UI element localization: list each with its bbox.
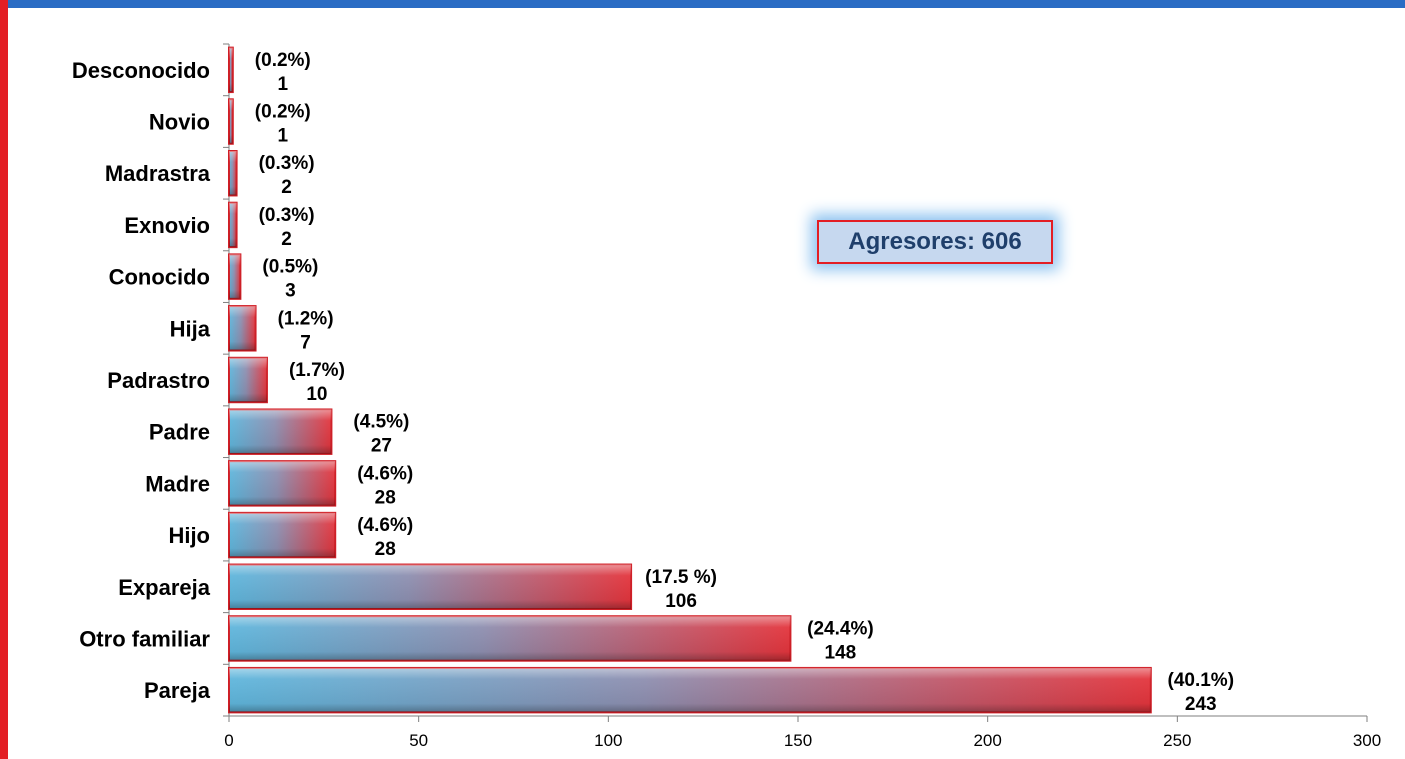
- percent-label: (1.2%): [278, 308, 334, 329]
- bar-bevel: [229, 254, 241, 299]
- bar-bevel: [229, 667, 1151, 713]
- category-label: Hija: [170, 316, 211, 341]
- category-label: Madrastra: [105, 161, 211, 186]
- percent-label: (24.4%): [807, 618, 874, 639]
- bar: [228, 408, 333, 455]
- bar-bevel: [229, 306, 256, 351]
- category-label: Otro familiar: [79, 626, 210, 651]
- value-label: 28: [375, 539, 396, 560]
- value-label: 148: [825, 642, 857, 663]
- category-label: Hijo: [168, 523, 210, 548]
- percent-label: (0.3%): [259, 205, 315, 226]
- bar-bevel: [229, 47, 233, 93]
- bar: [228, 356, 268, 404]
- percent-label: (17.5 %): [645, 567, 717, 588]
- x-tick-label: 200: [973, 731, 1001, 750]
- x-tick-label: 50: [409, 731, 428, 750]
- labels: Desconocido (0.2%) 1 Novio (0.2%) 1 Madrastra (…: [72, 50, 1234, 715]
- value-label: 1: [278, 74, 289, 95]
- category-label: Conocido: [109, 265, 210, 290]
- value-label: 10: [306, 384, 327, 405]
- percent-label: (0.2%): [255, 102, 311, 123]
- bar-bevel: [229, 461, 336, 506]
- bar: [228, 201, 238, 249]
- category-label: Novio: [149, 110, 210, 135]
- value-label: 27: [371, 436, 392, 457]
- bar: [228, 46, 234, 94]
- x-tick-label: 250: [1163, 731, 1191, 750]
- x-tick-label: 0: [224, 731, 233, 750]
- value-label: 1: [278, 126, 289, 147]
- percent-label: (4.6%): [357, 463, 413, 484]
- percent-label: (0.3%): [259, 153, 315, 174]
- bar: [228, 253, 242, 300]
- x-tick-label: 300: [1353, 731, 1381, 750]
- bar-bevel: [229, 202, 237, 248]
- total-aggressors-box: Agresores: 606: [817, 220, 1053, 264]
- bar: [228, 305, 257, 352]
- bar: [228, 615, 792, 662]
- category-label: Padre: [149, 420, 210, 445]
- category-label: Padrastro: [107, 368, 210, 393]
- value-label: 7: [300, 332, 311, 353]
- value-label: 3: [285, 281, 296, 302]
- value-label: 243: [1185, 694, 1217, 715]
- percent-label: (4.6%): [357, 515, 413, 536]
- category-label: Desconocido: [72, 58, 210, 83]
- bar-bevel: [229, 616, 791, 661]
- bar-bevel: [229, 99, 233, 144]
- value-label: 2: [281, 229, 292, 250]
- frame-top-border: [0, 0, 1405, 8]
- bar-bevel: [229, 151, 237, 196]
- bar-bevel: [229, 409, 332, 454]
- value-label: 28: [375, 487, 396, 508]
- percent-label: (1.7%): [289, 360, 345, 381]
- bar: [228, 460, 337, 507]
- frame-left-border: [0, 0, 8, 759]
- bars: [228, 46, 1152, 714]
- bar: [228, 98, 234, 145]
- bar: [228, 563, 633, 610]
- category-label: Pareja: [144, 678, 211, 703]
- bar-bevel: [229, 512, 336, 558]
- percent-label: (4.5%): [353, 412, 409, 433]
- bar: [228, 666, 1152, 714]
- value-label: 2: [281, 177, 292, 198]
- percent-label: (40.1%): [1168, 670, 1235, 691]
- x-tick-label: 150: [784, 731, 812, 750]
- category-label: Madre: [145, 471, 210, 496]
- category-label: Exnovio: [124, 213, 210, 238]
- bar-bevel: [229, 357, 267, 403]
- percent-label: (0.2%): [255, 50, 311, 71]
- value-label: 106: [665, 591, 697, 612]
- x-tick-label: 100: [594, 731, 622, 750]
- bar: [228, 150, 238, 197]
- bar: [228, 511, 337, 559]
- category-label: Expareja: [118, 575, 210, 600]
- percent-label: (0.5%): [262, 257, 318, 278]
- bar-bevel: [229, 564, 632, 609]
- total-aggressors-text: Agresores: 606: [848, 228, 1022, 255]
